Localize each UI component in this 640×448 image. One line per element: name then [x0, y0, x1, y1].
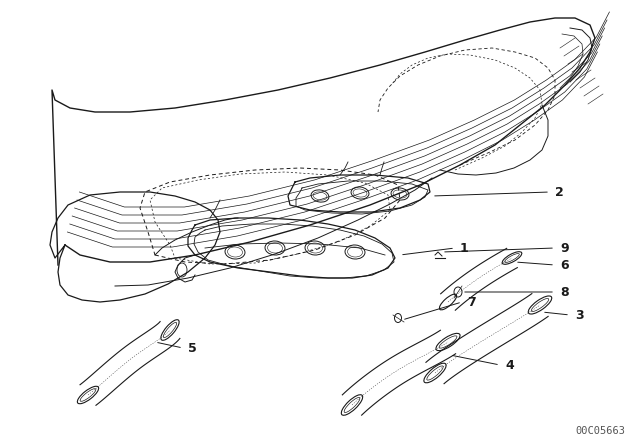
Text: 00C05663: 00C05663 — [575, 426, 625, 436]
Text: 1: 1 — [460, 241, 468, 254]
Text: 6: 6 — [560, 258, 568, 271]
Text: 8: 8 — [560, 285, 568, 298]
Text: 2: 2 — [555, 185, 564, 198]
Text: 3: 3 — [575, 309, 584, 322]
Text: 5: 5 — [188, 341, 196, 354]
Text: 9: 9 — [560, 241, 568, 254]
Text: 7: 7 — [467, 296, 476, 309]
Text: 4: 4 — [505, 358, 514, 371]
